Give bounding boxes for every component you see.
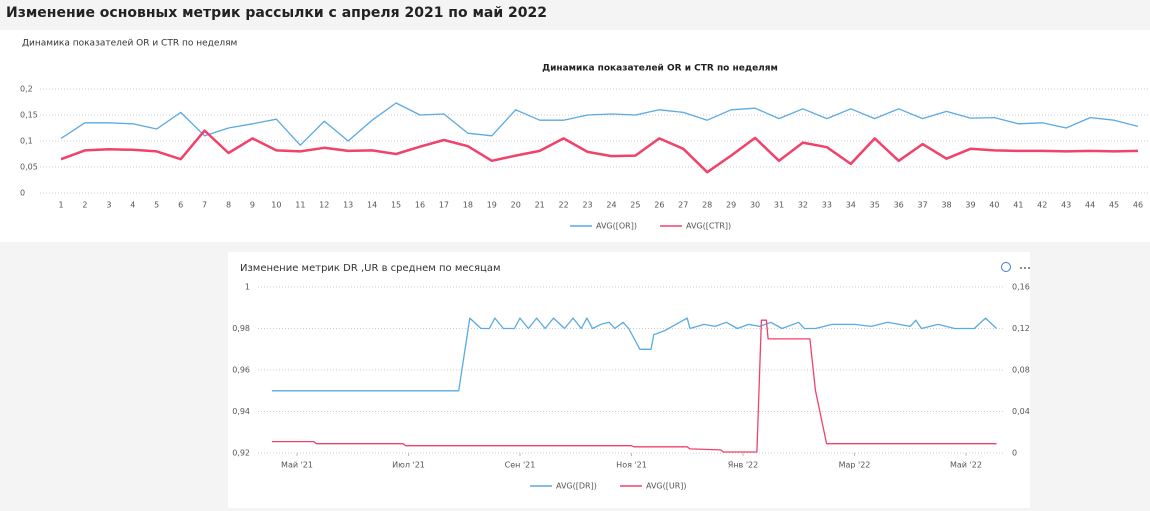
x-tick-label: 32 [798, 201, 808, 210]
x-tick-label: Июл '21 [392, 461, 425, 470]
x-tick-label: 1 [58, 201, 63, 210]
x-tick-label: 34 [846, 201, 856, 210]
line-series [271, 317, 998, 392]
x-tick-label: 4 [130, 201, 135, 210]
x-tick-label: 37 [918, 201, 928, 210]
x-tick-label: Ноя '21 [616, 461, 647, 470]
x-tick-label: Сен '21 [505, 461, 536, 470]
x-tick-label: 7 [202, 201, 207, 210]
x-tick-label: 17 [439, 201, 449, 210]
line-series [60, 129, 1139, 174]
x-tick-label: 10 [271, 201, 281, 210]
y-tick-label: 1 [245, 283, 250, 292]
y-tick-label: 0,15 [20, 111, 38, 120]
x-tick-label: 30 [750, 201, 760, 210]
x-tick-label: 44 [1085, 201, 1095, 210]
legend-label: AVG([CTR]) [686, 222, 731, 231]
y2-tick-label: 0 [1012, 449, 1017, 458]
y-tick-label: 0,05 [20, 163, 38, 172]
panel-title: Динамика показателей OR и CTR по неделям [22, 39, 237, 49]
legend-label: AVG([UR]) [646, 482, 687, 491]
x-tick-label: 23 [582, 201, 592, 210]
y-tick-label: 0,2 [20, 85, 33, 94]
chart-title: Динамика показателей OR и CTR по неделям [542, 64, 778, 74]
x-tick-label: 25 [630, 201, 640, 210]
line-series [60, 102, 1139, 146]
x-tick-label: 18 [463, 201, 473, 210]
x-tick-label: 9 [250, 201, 255, 210]
y-tick-label: 0,96 [232, 366, 250, 375]
x-tick-label: 12 [319, 201, 329, 210]
x-tick-label: 14 [367, 201, 377, 210]
x-tick-label: Май '22 [950, 461, 982, 470]
x-tick-label: 6 [178, 201, 183, 210]
x-tick-label: 35 [870, 201, 880, 210]
x-tick-label: 29 [726, 201, 736, 210]
chart-title: Изменение метрик DR ,UR в среднем по мес… [240, 263, 501, 274]
x-tick-label: 5 [154, 201, 159, 210]
x-tick-label: 40 [989, 201, 999, 210]
y-tick-label: 0,94 [232, 407, 250, 416]
x-tick-label: Янв '22 [728, 461, 758, 470]
x-tick-label: 3 [106, 201, 111, 210]
x-tick-label: 43 [1061, 201, 1071, 210]
page-title: Изменение основных метрик рассылки с апр… [6, 5, 547, 21]
y-tick-label: 0,1 [20, 137, 33, 146]
y2-tick-label: 0,04 [1012, 407, 1030, 416]
x-tick-label: 19 [487, 201, 497, 210]
x-tick-label: 27 [678, 201, 688, 210]
x-tick-label: 2 [82, 201, 87, 210]
x-tick-label: 16 [415, 201, 425, 210]
x-tick-label: 13 [343, 201, 353, 210]
x-tick-label: 28 [702, 201, 712, 210]
x-tick-label: 39 [965, 201, 975, 210]
x-tick-label: Мар '22 [839, 461, 871, 470]
panel [0, 30, 1150, 242]
legend-label: AVG([DR]) [556, 482, 597, 491]
panel [228, 252, 1030, 508]
y2-tick-label: 0,16 [1012, 283, 1030, 292]
x-tick-label: 42 [1037, 201, 1047, 210]
x-tick-label: 45 [1109, 201, 1119, 210]
x-tick-label: 31 [774, 201, 784, 210]
x-tick-label: 38 [941, 201, 951, 210]
legend-label: AVG([OR]) [596, 222, 637, 231]
x-tick-label: 20 [511, 201, 521, 210]
line-series [271, 319, 997, 453]
y2-tick-label: 0,08 [1012, 366, 1030, 375]
x-tick-label: 33 [822, 201, 832, 210]
x-tick-label: 15 [391, 201, 401, 210]
x-tick-label: 11 [295, 201, 305, 210]
more-icon[interactable] [1020, 267, 1030, 269]
x-tick-label: 36 [894, 201, 904, 210]
y-tick-label: 0,92 [232, 449, 250, 458]
x-tick-label: 24 [606, 201, 616, 210]
y2-tick-label: 0,12 [1012, 324, 1030, 333]
x-tick-label: 46 [1133, 201, 1143, 210]
x-tick-label: 8 [226, 201, 231, 210]
x-tick-label: 26 [654, 201, 664, 210]
x-tick-label: 21 [535, 201, 545, 210]
y-tick-label: 0,98 [232, 324, 250, 333]
x-tick-label: 22 [559, 201, 569, 210]
info-icon[interactable] [1001, 262, 1011, 272]
x-tick-label: Май '21 [281, 461, 313, 470]
x-tick-label: 41 [1013, 201, 1023, 210]
y-tick-label: 0 [20, 189, 25, 198]
